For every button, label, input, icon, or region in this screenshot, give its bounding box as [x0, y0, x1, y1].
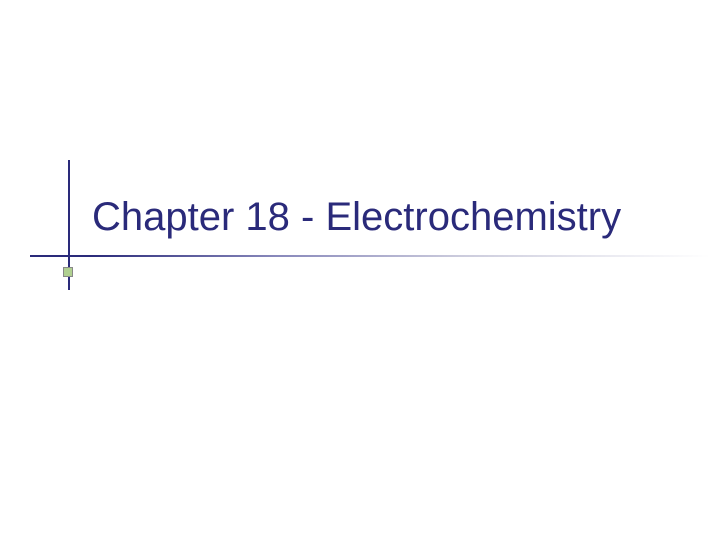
underline-solid-segment: [30, 255, 90, 257]
title-underline: [30, 255, 710, 257]
bullet-decoration: [63, 267, 73, 277]
underline-gradient-segment: [90, 255, 710, 257]
slide-container: Chapter 18 - Electrochemistry: [0, 0, 720, 540]
slide-title: Chapter 18 - Electrochemistry: [92, 195, 621, 240]
